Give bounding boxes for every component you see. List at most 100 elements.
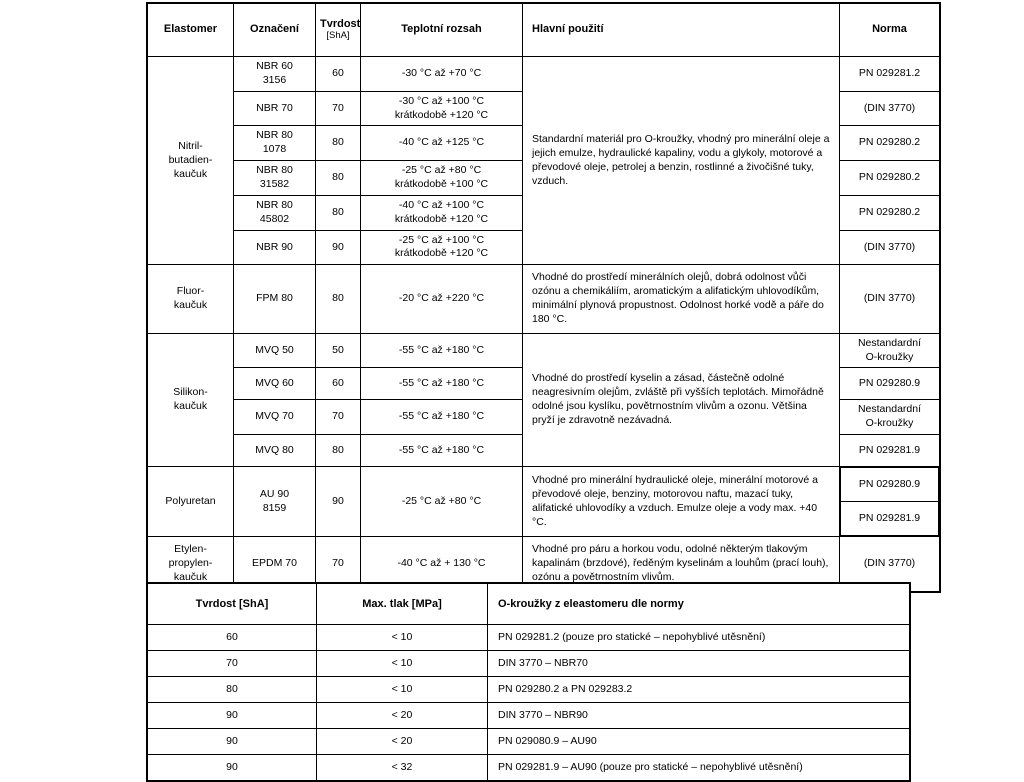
text-line: krátkodobě +120 °C	[394, 247, 489, 260]
cell-tvrdost: 90	[146, 702, 317, 729]
text-line: Nestandardní	[857, 336, 922, 349]
table-row: 90 < 20 PN 029080.9 – AU90	[146, 728, 911, 755]
elastomers-table-header: Elastomer Označení Tvrdost [ShA] Teplotn…	[146, 2, 941, 57]
text-line: NBR 80	[256, 198, 293, 211]
cell-oznaceni: NBR 60 3156	[233, 56, 316, 92]
text-line: PN 029281.9	[858, 443, 921, 456]
cell-norma: PN 029280.9	[839, 367, 941, 401]
pressure-table: Tvrdost [ShA] Max. tlak [MPa] O-kroužky …	[146, 582, 911, 782]
cell-max-tlak: < 20	[316, 728, 488, 755]
text-line: O-kroužky	[865, 350, 914, 363]
cell-tvrdost: 80	[315, 434, 361, 468]
cell-norma: PN 029280.9 PN 029281.9	[839, 466, 941, 538]
elastomers-table-body: Nitril-butadien-kaučuk NBR 60 3156 60 -30 °C…	[146, 55, 941, 593]
text-line: O-kroužky	[865, 417, 914, 430]
cell-norma-part: PN 029280.9	[840, 467, 939, 503]
cell-teplotni-rozsah: -55 °C až +180 °C	[360, 399, 523, 436]
text-line: PN 029280.2	[858, 171, 921, 184]
cell-tvrdost: 80	[315, 160, 361, 196]
cell-tvrdost: 90	[315, 229, 361, 266]
cell-oznaceni: MVQ 50	[233, 332, 316, 369]
text-line: -55 °C až +180 °C	[398, 343, 485, 356]
text-line: -40 °C až + 130 °C	[397, 557, 486, 570]
table-row: Fluor-kaučuk FPM 80 80 -20 °C až +220 °C Vho…	[146, 264, 941, 334]
text-line: -30 °C až +100 °C	[398, 94, 485, 107]
table-row: MVQ 70 70 -55 °C až +180 °C Nestandardní O-k…	[147, 399, 941, 436]
text-line: krátkodobě +100 °C	[394, 178, 489, 191]
cell-tvrdost: 50	[315, 332, 361, 369]
cell-oznaceni: MVQ 60	[233, 367, 316, 401]
column-header-elastomer: Elastomer	[146, 2, 234, 57]
table-row: 80 < 10 PN 029280.2 a PN 029283.2	[146, 676, 911, 703]
text-line: Nitril-	[178, 139, 203, 152]
table-row: NBR 80 45802 80 -40 °C až +100 °C krátkodobě…	[147, 194, 941, 231]
cell-oznaceni: NBR 80 31582	[233, 160, 316, 196]
cell-norma: PN 029280.2	[839, 194, 941, 231]
elastomers-table: Elastomer Označení Tvrdost [ShA] Teplotn…	[146, 2, 941, 593]
cell-max-tlak: < 10	[316, 624, 488, 651]
cell-teplotni-rozsah: -25 °C až +100 °C krátkodobě +120 °C	[360, 229, 523, 266]
cell-hlavni-pouziti: Vhodné pro minerální hydraulické oleje, …	[522, 466, 840, 538]
table-row: NBR 80 31582 80 -25 °C až +80 °C krátkodobě …	[147, 160, 941, 196]
cell-max-tlak: < 20	[316, 702, 488, 729]
cell-teplotni-rozsah: -25 °C až +80 °C	[360, 466, 523, 538]
cell-tvrdost: 80	[315, 194, 361, 231]
text-line: butadien-	[168, 153, 213, 166]
cell-tvrdost: 60	[146, 624, 317, 651]
text-line: -25 °C až +80 °C	[401, 494, 482, 507]
text-line: kaučuk	[173, 399, 208, 412]
cell-hlavni-pouziti: Vhodné do prostředí kyselin a zásad, čás…	[522, 332, 840, 468]
cell-tvrdost: 90	[315, 466, 361, 538]
cell-teplotni-rozsah: -20 °C až +220 °C	[360, 264, 523, 334]
cell-tvrdost: 80	[315, 264, 361, 334]
header-label: Elastomer	[163, 23, 218, 36]
text-line: -40 °C až +125 °C	[398, 136, 485, 149]
cell-norma-part: PN 029281.9	[840, 501, 939, 537]
cell-norma: PN 029280.2 a PN 029283.2	[487, 676, 911, 703]
cell-tvrdost: 60	[315, 367, 361, 401]
table-row: Nitril-butadien-kaučuk NBR 60 3156 60 -30 °C…	[146, 55, 941, 266]
text-line: -55 °C až +180 °C	[398, 377, 485, 390]
text-line: kaučuk	[173, 299, 208, 312]
text-line: krátkodobě +120 °C	[394, 108, 489, 121]
header-label: Teplotní rozsah	[401, 23, 482, 36]
table-row: MVQ 80 80 -55 °C až +180 °C PN 029281.9	[147, 434, 941, 468]
cell-teplotni-rozsah: -55 °C až +180 °C	[360, 332, 523, 369]
cell-tvrdost: 60	[315, 56, 361, 92]
text-line: Silikon-	[173, 386, 208, 399]
text-line: kaučuk	[173, 570, 208, 583]
text-line: -25 °C až +80 °C	[401, 164, 482, 177]
table-row: 60 < 10 PN 029281.2 (pouze pro statické – …	[146, 624, 911, 651]
cell-norma: PN 029281.2	[839, 56, 941, 92]
cell-teplotni-rozsah: -30 °C až +70 °C	[360, 56, 523, 92]
text-line: EPDM 70	[252, 557, 297, 570]
cell-elastomer-name: Polyuretan	[146, 466, 234, 538]
column-header-max-tlak: Max. tlak [MPa]	[316, 582, 488, 625]
cell-elastomer-name: Nitril-butadien-kaučuk	[146, 55, 234, 266]
cell-norma: (DIN 3770)	[839, 90, 941, 127]
cell-oznaceni: MVQ 80	[233, 434, 316, 468]
cell-teplotni-rozsah: -55 °C až +180 °C	[360, 367, 523, 401]
column-header-okrouzky-norma: O-kroužky z eleastomeru dle normy	[487, 582, 911, 625]
table-row: 70 < 10 DIN 3770 – NBR70	[146, 650, 911, 677]
cell-elastomer-name: Fluor-kaučuk	[146, 264, 234, 334]
cell-oznaceni: NBR 90	[233, 229, 316, 266]
header-row: Tvrdost [ShA] Max. tlak [MPa] O-kroužky …	[146, 582, 911, 625]
text-line: krátkodobě +120 °C	[394, 212, 489, 225]
cell-teplotni-rozsah: -40 °C až +100 °C krátkodobě +120 °C	[360, 194, 523, 231]
text-line: (DIN 3770)	[863, 557, 916, 570]
text-line: (DIN 3770)	[863, 292, 916, 305]
cell-tvrdost: 70	[315, 399, 361, 436]
column-header-tvrdost-sha: Tvrdost [ShA]	[146, 582, 317, 625]
text-line: NBR 80	[256, 129, 293, 142]
cell-teplotni-rozsah: -25 °C až +80 °C krátkodobě +100 °C	[360, 160, 523, 196]
cell-norma: Nestandardní O-kroužky	[839, 399, 941, 436]
cell-tvrdost: 80	[315, 125, 361, 162]
cell-norma: PN 029280.2	[839, 160, 941, 196]
cell-elastomer-name: Silikon-kaučuk	[146, 332, 234, 468]
text-line: NBR 70	[256, 101, 293, 114]
cell-norma: PN 029281.2 (pouze pro statické – nepohy…	[487, 624, 911, 651]
text-line: FPM 80	[256, 292, 293, 305]
table-row: Polyuretan AU 90 8159 90 -25 °C až +80 °C Vho…	[146, 466, 941, 538]
text-line: -55 °C až +180 °C	[398, 410, 485, 423]
